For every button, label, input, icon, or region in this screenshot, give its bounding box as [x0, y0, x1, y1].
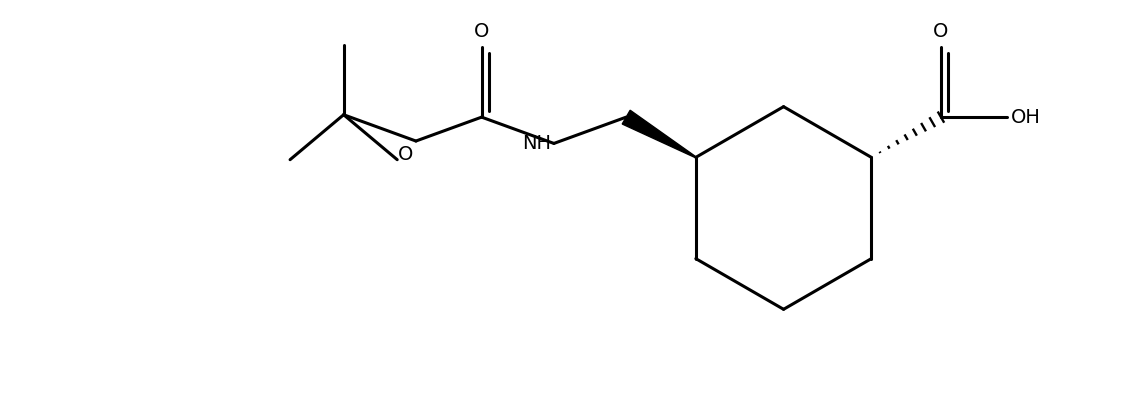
Text: O: O [933, 22, 949, 41]
Text: O: O [398, 145, 413, 164]
Text: O: O [474, 22, 489, 41]
Text: OH: OH [1011, 108, 1041, 127]
Text: NH: NH [521, 134, 551, 153]
Polygon shape [622, 110, 696, 158]
